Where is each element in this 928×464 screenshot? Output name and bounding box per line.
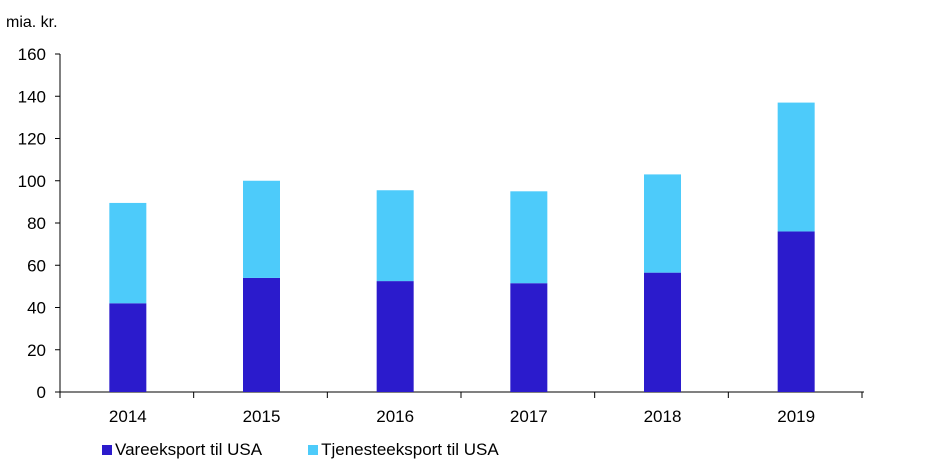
- y-axis: 0 20 40 60 80 100 120 140 160: [18, 45, 61, 402]
- bar-vareeksport-2017: [510, 283, 548, 392]
- x-tick-label: 2017: [510, 407, 548, 426]
- bar-tjenesteeksport-2019: [777, 102, 815, 232]
- bar-vareeksport-2015: [243, 277, 280, 392]
- x-tick-label: 2014: [109, 407, 147, 426]
- x-tick-label: 2018: [644, 407, 682, 426]
- legend-item-vareeksport: Vareeksport til USA: [102, 440, 262, 460]
- bar-vareeksport-2018: [644, 272, 681, 392]
- bar-vareeksport-2019: [777, 231, 815, 392]
- bar-tjenesteeksport-2014: [109, 202, 147, 304]
- x-tick-label: 2019: [777, 407, 815, 426]
- y-axis-unit-label: mia. kr.: [6, 14, 58, 31]
- y-tick-label: 20: [27, 341, 46, 360]
- bar-vareeksport-2016: [376, 281, 414, 392]
- bar-tjenesteeksport-2017: [510, 191, 548, 284]
- legend-label-tjenesteeksport: Tjenesteeksport til USA: [321, 440, 499, 459]
- legend-swatch-vareeksport: [102, 445, 112, 455]
- x-axis: 2014 2015 2016 2017 2018 2019: [59, 391, 864, 426]
- y-tick-label: 140: [18, 87, 46, 106]
- y-tick-label: 120: [18, 130, 46, 149]
- y-tick-label: 100: [18, 172, 46, 191]
- y-tick-label: 80: [27, 214, 46, 233]
- legend-swatch-tjenesteeksport: [308, 445, 319, 455]
- y-tick-label: 0: [37, 383, 46, 402]
- bar-tjenesteeksport-2016: [376, 190, 414, 282]
- bar-vareeksport-2014: [109, 303, 147, 392]
- bars: [109, 102, 815, 392]
- x-tick-label: 2016: [376, 407, 414, 426]
- bar-tjenesteeksport-2018: [644, 174, 681, 273]
- legend-label-vareeksport: Vareeksport til USA: [115, 440, 263, 459]
- y-tick-label: 40: [27, 299, 46, 318]
- bar-tjenesteeksport-2015: [243, 180, 280, 278]
- y-tick-label: 60: [27, 256, 46, 275]
- y-tick-label: 160: [18, 45, 46, 64]
- legend: Vareeksport til USA Tjenesteeksport til …: [102, 440, 545, 460]
- legend-item-tjenesteeksport: Tjenesteeksport til USA: [308, 440, 499, 460]
- x-tick-label: 2015: [243, 407, 281, 426]
